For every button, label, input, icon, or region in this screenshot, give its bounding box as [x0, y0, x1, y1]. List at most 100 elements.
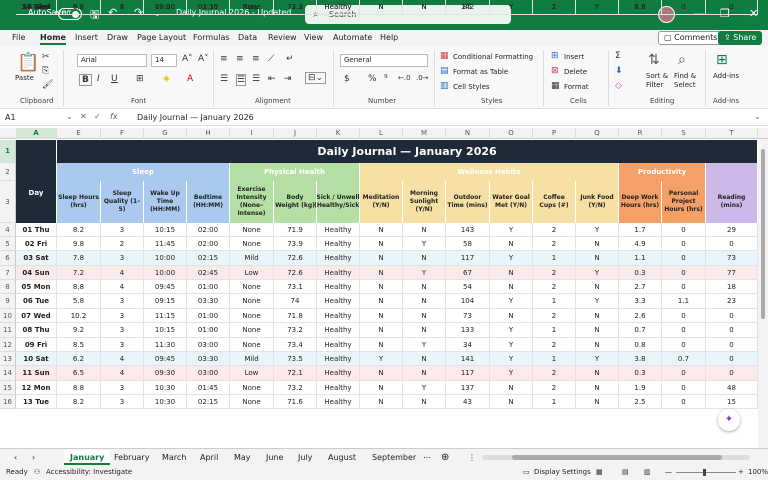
data-cell[interactable]: Y	[490, 223, 533, 237]
data-cell[interactable]: Healthy	[317, 294, 360, 309]
data-cell[interactable]: 73.2	[274, 323, 317, 338]
data-cell[interactable]: N	[576, 366, 619, 381]
row-header-2[interactable]: 2	[0, 163, 16, 181]
data-cell[interactable]: Y	[403, 237, 446, 251]
data-cell[interactable]: 2	[533, 309, 576, 323]
menu-tab-draw[interactable]: Draw	[107, 33, 128, 42]
data-cell[interactable]: 74	[274, 294, 317, 309]
data-cell[interactable]: 2	[533, 280, 576, 294]
data-cell[interactable]: None	[230, 223, 274, 237]
data-cell[interactable]: 9.2	[57, 323, 101, 338]
data-cell[interactable]: N	[360, 251, 403, 266]
more-sheets-icon[interactable]: ⋯	[423, 453, 431, 462]
page-layout-icon[interactable]: ▤	[622, 468, 629, 476]
data-cell[interactable]: 104	[446, 294, 490, 309]
menu-tab-help[interactable]: Help	[380, 33, 399, 42]
data-cell[interactable]: N	[490, 395, 533, 409]
column-header-l[interactable]: L	[360, 128, 403, 139]
accessibility-status[interactable]: Accessibility: Investigate	[46, 468, 133, 476]
day-header[interactable]: Day	[16, 163, 57, 223]
data-cell[interactable]: 2	[101, 237, 144, 251]
data-cell[interactable]: 0	[662, 338, 706, 352]
column-header-a[interactable]: A	[16, 128, 57, 139]
data-cell[interactable]: 4	[101, 266, 144, 280]
column-header-h[interactable]: H	[187, 128, 230, 139]
data-cell[interactable]: 73	[446, 309, 490, 323]
data-cell[interactable]: 10:00	[144, 266, 187, 280]
data-cell[interactable]: N	[403, 352, 446, 366]
column-title[interactable]: Water Goal Met (Y/N)	[490, 181, 533, 223]
data-cell[interactable]: 67	[446, 266, 490, 280]
font-size-dropdown[interactable]: 14	[151, 54, 177, 67]
data-cell[interactable]: 4	[101, 352, 144, 366]
data-cell[interactable]: 3	[101, 323, 144, 338]
column-header-e[interactable]: E	[57, 128, 101, 139]
data-cell[interactable]: 10:30	[144, 395, 187, 409]
data-cell[interactable]: 1.7	[619, 223, 662, 237]
data-cell[interactable]: 1	[533, 352, 576, 366]
prev-sheet-icon[interactable]: ‹	[14, 453, 18, 462]
data-cell[interactable]: 117	[446, 251, 490, 266]
data-cell[interactable]: Y	[576, 223, 619, 237]
horizontal-scrollbar[interactable]	[482, 455, 750, 460]
data-cell[interactable]: 73.4	[274, 338, 317, 352]
data-cell[interactable]: 01:00	[187, 280, 230, 294]
data-cell[interactable]: 8.2	[57, 395, 101, 409]
clear-icon[interactable]: ◇	[615, 81, 622, 91]
data-cell[interactable]: Y	[490, 338, 533, 352]
data-cell[interactable]: Healthy	[317, 266, 360, 280]
sheet-tab-june[interactable]: June	[266, 453, 284, 462]
data-cell[interactable]: 85	[446, 0, 490, 15]
column-header-p[interactable]: P	[533, 128, 576, 139]
data-cell[interactable]: Y	[490, 0, 533, 15]
column-header-f[interactable]: F	[101, 128, 144, 139]
data-cell[interactable]: Y	[403, 338, 446, 352]
data-cell[interactable]: N	[490, 309, 533, 323]
row-header-1[interactable]: 1	[0, 140, 16, 163]
data-cell[interactable]: 1.1	[662, 294, 706, 309]
data-cell[interactable]: Y	[403, 266, 446, 280]
decrease-font-icon[interactable]: A˅	[198, 54, 209, 64]
data-cell[interactable]: N	[576, 381, 619, 395]
day-cell[interactable]: 08 Thu	[16, 323, 57, 338]
data-cell[interactable]: N	[360, 294, 403, 309]
data-cell[interactable]: Y	[490, 323, 533, 338]
data-cell[interactable]: 2.6	[619, 309, 662, 323]
bold-button[interactable]: B	[79, 74, 92, 86]
formula-content[interactable]: Daily Journal — January 2026	[137, 113, 254, 122]
column-title[interactable]: Meditation (Y/N)	[360, 181, 403, 223]
data-cell[interactable]: 3	[101, 251, 144, 266]
data-cell[interactable]: 3	[101, 381, 144, 395]
data-cell[interactable]: 71.9	[274, 223, 317, 237]
data-cell[interactable]: 73.1	[274, 280, 317, 294]
data-cell[interactable]: 7.2	[57, 266, 101, 280]
data-cell[interactable]: N	[360, 237, 403, 251]
copy-icon[interactable]: ⎘	[42, 66, 50, 76]
data-cell[interactable]: 3.3	[619, 294, 662, 309]
data-cell[interactable]: 71.6	[274, 395, 317, 409]
sheet-tab-may[interactable]: May	[234, 453, 251, 462]
data-cell[interactable]: 02:00	[187, 237, 230, 251]
menu-tab-data[interactable]: Data	[238, 33, 258, 42]
sheet-tab-january[interactable]: January	[64, 450, 111, 465]
add-sheet-icon[interactable]: ⊕	[441, 452, 450, 463]
data-cell[interactable]: 2	[533, 366, 576, 381]
data-cell[interactable]: Y	[490, 251, 533, 266]
sheet-tab-february[interactable]: February	[114, 453, 150, 462]
options-icon[interactable]: ⋮	[468, 453, 476, 462]
data-cell[interactable]: 10:15	[144, 323, 187, 338]
fill-icon[interactable]: ⬇	[615, 66, 623, 76]
data-cell[interactable]: N	[403, 0, 446, 15]
column-header-n[interactable]: N	[446, 128, 490, 139]
data-cell[interactable]: Y	[490, 352, 533, 366]
data-cell[interactable]: Healthy	[317, 395, 360, 409]
row-header-7[interactable]: 7	[0, 266, 16, 280]
data-cell[interactable]: 2	[533, 338, 576, 352]
data-cell[interactable]: N	[403, 251, 446, 266]
redo-icon[interactable]: ↷	[134, 6, 144, 19]
data-cell[interactable]: None	[230, 237, 274, 251]
increase-decimal-icon[interactable]: ←.0	[398, 74, 411, 82]
data-cell[interactable]: N	[576, 338, 619, 352]
maximize-icon[interactable]: ❐	[720, 7, 730, 20]
sheet-tab-september[interactable]: September	[372, 453, 417, 462]
